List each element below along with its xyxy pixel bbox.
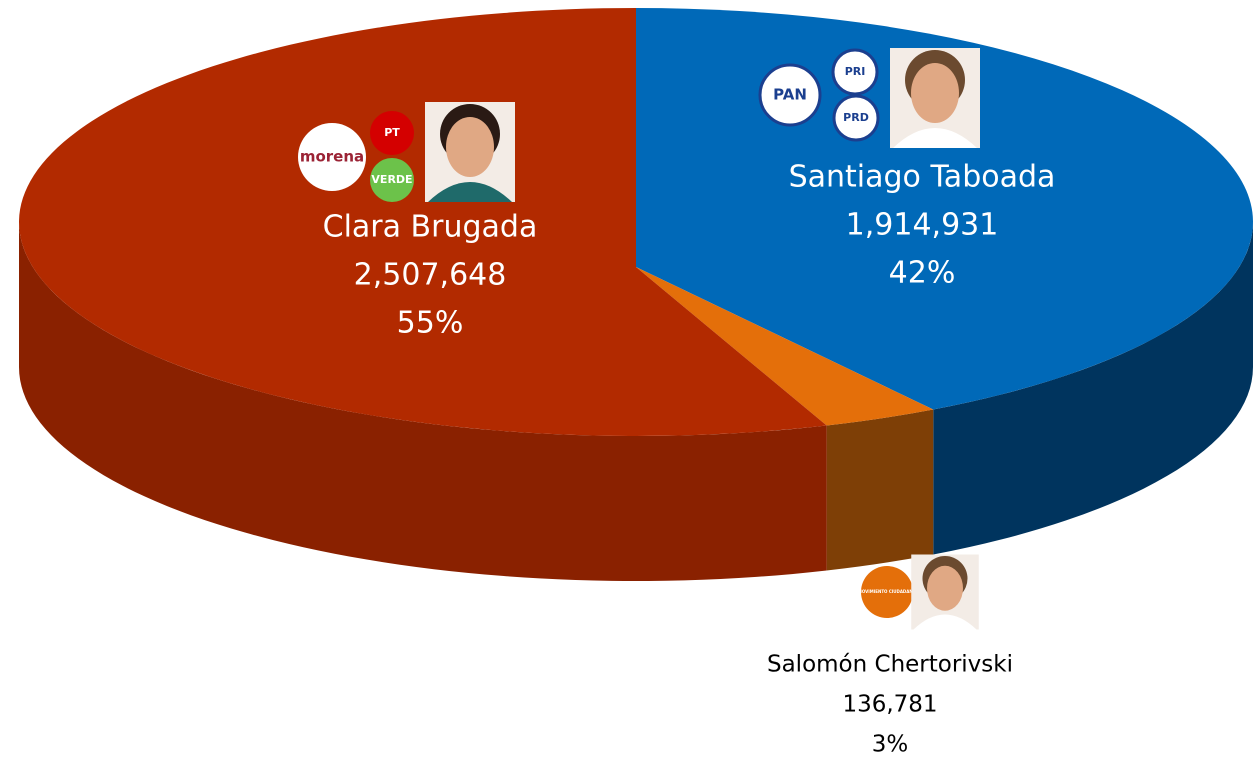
photo-face	[446, 117, 494, 177]
party-logo-text: morena	[300, 148, 364, 166]
party-logo	[861, 566, 913, 618]
value-label: 136,781	[842, 692, 937, 718]
value-label: 2,507,648	[354, 258, 507, 293]
party-logo-text: PRD	[843, 111, 869, 124]
percent-label: 3%	[872, 732, 909, 758]
photo-body	[913, 614, 977, 630]
party-logo-text: PRI	[845, 65, 866, 78]
photo-face	[927, 565, 963, 611]
party-logo	[370, 158, 414, 202]
party-logo	[831, 48, 879, 96]
pie-side	[19, 222, 827, 581]
pie-side	[933, 222, 1253, 555]
slice-name: Salomón Chertorivski	[767, 652, 1013, 678]
pie-side	[826, 409, 934, 571]
party-logo-text: VERDE	[371, 173, 412, 186]
photo-body	[428, 182, 512, 202]
slice-name: Clara Brugada	[323, 210, 538, 245]
party-logo	[758, 63, 822, 127]
party-logo	[298, 123, 366, 191]
pie-slice	[18, 8, 827, 436]
party-logo	[832, 94, 880, 142]
value-label: 1,914,931	[846, 208, 999, 243]
party-logo	[370, 111, 414, 155]
photo-body	[893, 128, 977, 148]
slice-name: Santiago Taboada	[789, 160, 1056, 195]
percent-label: 55%	[397, 306, 464, 341]
party-logo-text: PAN	[773, 86, 807, 104]
party-logo-text: MOVIMIENTO CIUDADANO	[858, 589, 917, 594]
percent-label: 42%	[889, 256, 956, 291]
photo-face	[911, 63, 959, 123]
party-logo-text: PT	[384, 126, 400, 139]
pie-slice	[636, 267, 934, 426]
